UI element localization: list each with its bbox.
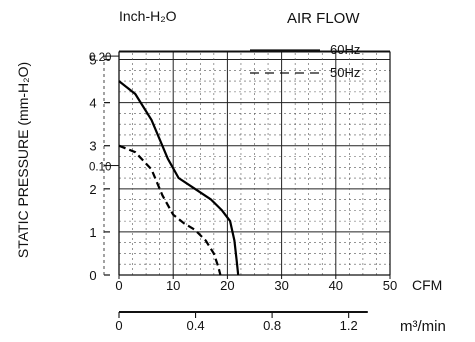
legend: 60Hz 50Hz bbox=[250, 42, 360, 80]
x2-axis-label: m³/min bbox=[400, 318, 446, 335]
x2-tick-label: 1.2 bbox=[340, 318, 358, 333]
series-line-50hz bbox=[118, 144, 222, 276]
grid bbox=[119, 50, 391, 276]
x-tick-label: 10 bbox=[166, 278, 180, 293]
x-tick-label: 0 bbox=[115, 278, 122, 293]
x-tick-label: 50 bbox=[383, 278, 397, 293]
x2-tick-label: 0 bbox=[115, 318, 122, 333]
series-line-60hz bbox=[118, 80, 240, 276]
x-axis-label: CFM bbox=[412, 277, 442, 293]
x2-tick-label: 0.4 bbox=[187, 318, 205, 333]
y-tick-label: 4 bbox=[89, 96, 96, 111]
legend-label-60hz: 60Hz bbox=[330, 42, 360, 57]
chart-title: AIR FLOW bbox=[287, 10, 360, 27]
y2-tick-label: 0.10 bbox=[89, 162, 111, 174]
x-tick-label: 40 bbox=[329, 278, 343, 293]
x2-tick-label: 0.8 bbox=[263, 318, 281, 333]
y-tick-label: 0 bbox=[89, 268, 96, 283]
y-tick-label: 5 bbox=[89, 53, 96, 68]
y-tick-label: 1 bbox=[89, 225, 96, 240]
legend-label-50hz: 50Hz bbox=[330, 65, 360, 80]
y2-axis-label: Inch-H₂O bbox=[119, 8, 177, 24]
y-tick-label: 2 bbox=[89, 182, 96, 197]
axes: 0 1 2 3 4 5 0.10 0.20 0 10 20 30 40 50 0 0.4 0.8 1.2 bbox=[89, 51, 397, 333]
y-tick-label: 3 bbox=[89, 139, 96, 154]
x-tick-label: 30 bbox=[274, 278, 288, 293]
x-tick-label: 20 bbox=[220, 278, 234, 293]
y-axis-label: STATIC PRESSURE (mm-H₂O) bbox=[15, 62, 31, 258]
series-lines bbox=[118, 80, 240, 276]
y2-tick-label: 0.20 bbox=[89, 52, 111, 64]
